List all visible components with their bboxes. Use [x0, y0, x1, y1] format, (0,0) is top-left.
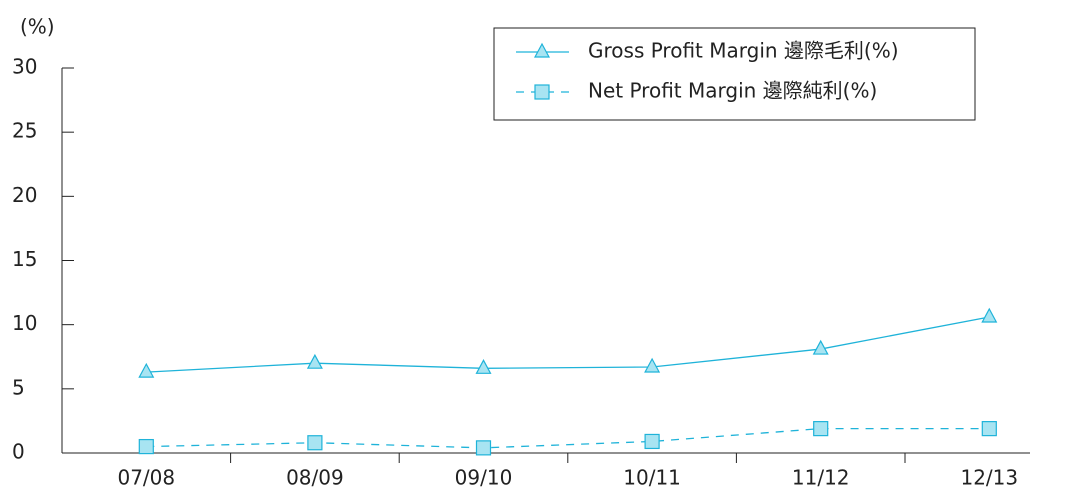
- y-tick-label: 0: [12, 440, 25, 464]
- marker-square: [138, 438, 154, 455]
- marker-square: [981, 421, 997, 437]
- marker-triangle: [812, 339, 829, 355]
- x-tick-label: 08/09: [286, 466, 344, 490]
- legend-label: Net Profit Margin 邊際純利(%): [588, 79, 877, 103]
- y-tick-label: 30: [12, 55, 37, 79]
- x-tick-label: 12/13: [960, 466, 1018, 490]
- marker-square: [475, 440, 492, 456]
- marker-triangle: [138, 362, 155, 378]
- marker-square: [644, 433, 660, 450]
- y-axis-label: (%): [20, 15, 55, 39]
- legend-box: [493, 27, 976, 121]
- legend-label: Gross Profit Margin 邊際毛利(%): [588, 39, 899, 63]
- y-tick-label: 20: [12, 183, 37, 207]
- marker-triangle: [981, 307, 998, 323]
- series-line: [146, 316, 990, 373]
- y-tick-label: 5: [12, 375, 25, 399]
- marker-square: [813, 421, 829, 437]
- x-tick-label: 11/12: [792, 466, 850, 490]
- x-tick-label: 10/11: [623, 466, 681, 490]
- marker-square: [534, 84, 550, 100]
- marker-triangle: [644, 357, 661, 373]
- y-tick-label: 10: [12, 311, 37, 335]
- marker-triangle: [475, 359, 492, 374]
- x-tick-label: 09/10: [455, 466, 513, 490]
- x-tick-label: 07/08: [117, 466, 175, 490]
- marker-triangle: [533, 42, 551, 58]
- marker-square: [307, 435, 323, 451]
- series-line: [146, 427, 990, 449]
- y-tick-label: 25: [12, 119, 37, 143]
- y-tick-label: 15: [12, 247, 37, 271]
- marker-triangle: [306, 353, 323, 369]
